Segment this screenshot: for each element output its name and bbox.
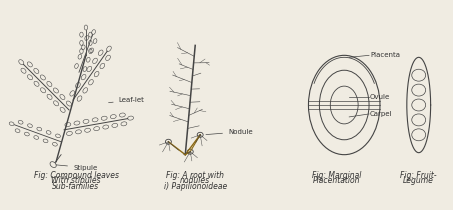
Text: With stipules: With stipules: [51, 176, 101, 185]
Text: Placenta: Placenta: [370, 52, 400, 58]
Text: Leaf-let: Leaf-let: [109, 97, 145, 103]
Text: i) Papilionoideae: i) Papilionoideae: [164, 182, 227, 192]
Text: Fig: Compound leaves: Fig: Compound leaves: [34, 171, 119, 180]
Text: Nodule: Nodule: [206, 129, 253, 135]
Text: Carpel: Carpel: [370, 111, 393, 117]
Text: Legume: Legume: [403, 176, 434, 185]
Text: Fig: A root with: Fig: A root with: [166, 171, 224, 180]
Text: Fig: Fruit-: Fig: Fruit-: [400, 171, 437, 180]
Text: Placentation: Placentation: [313, 176, 360, 185]
Text: Sub-families: Sub-families: [53, 182, 100, 192]
Text: Ovule: Ovule: [370, 94, 390, 100]
Text: Fig: Marginal: Fig: Marginal: [312, 171, 361, 180]
Text: Stipule: Stipule: [56, 165, 97, 171]
Text: nodules: nodules: [180, 176, 210, 185]
